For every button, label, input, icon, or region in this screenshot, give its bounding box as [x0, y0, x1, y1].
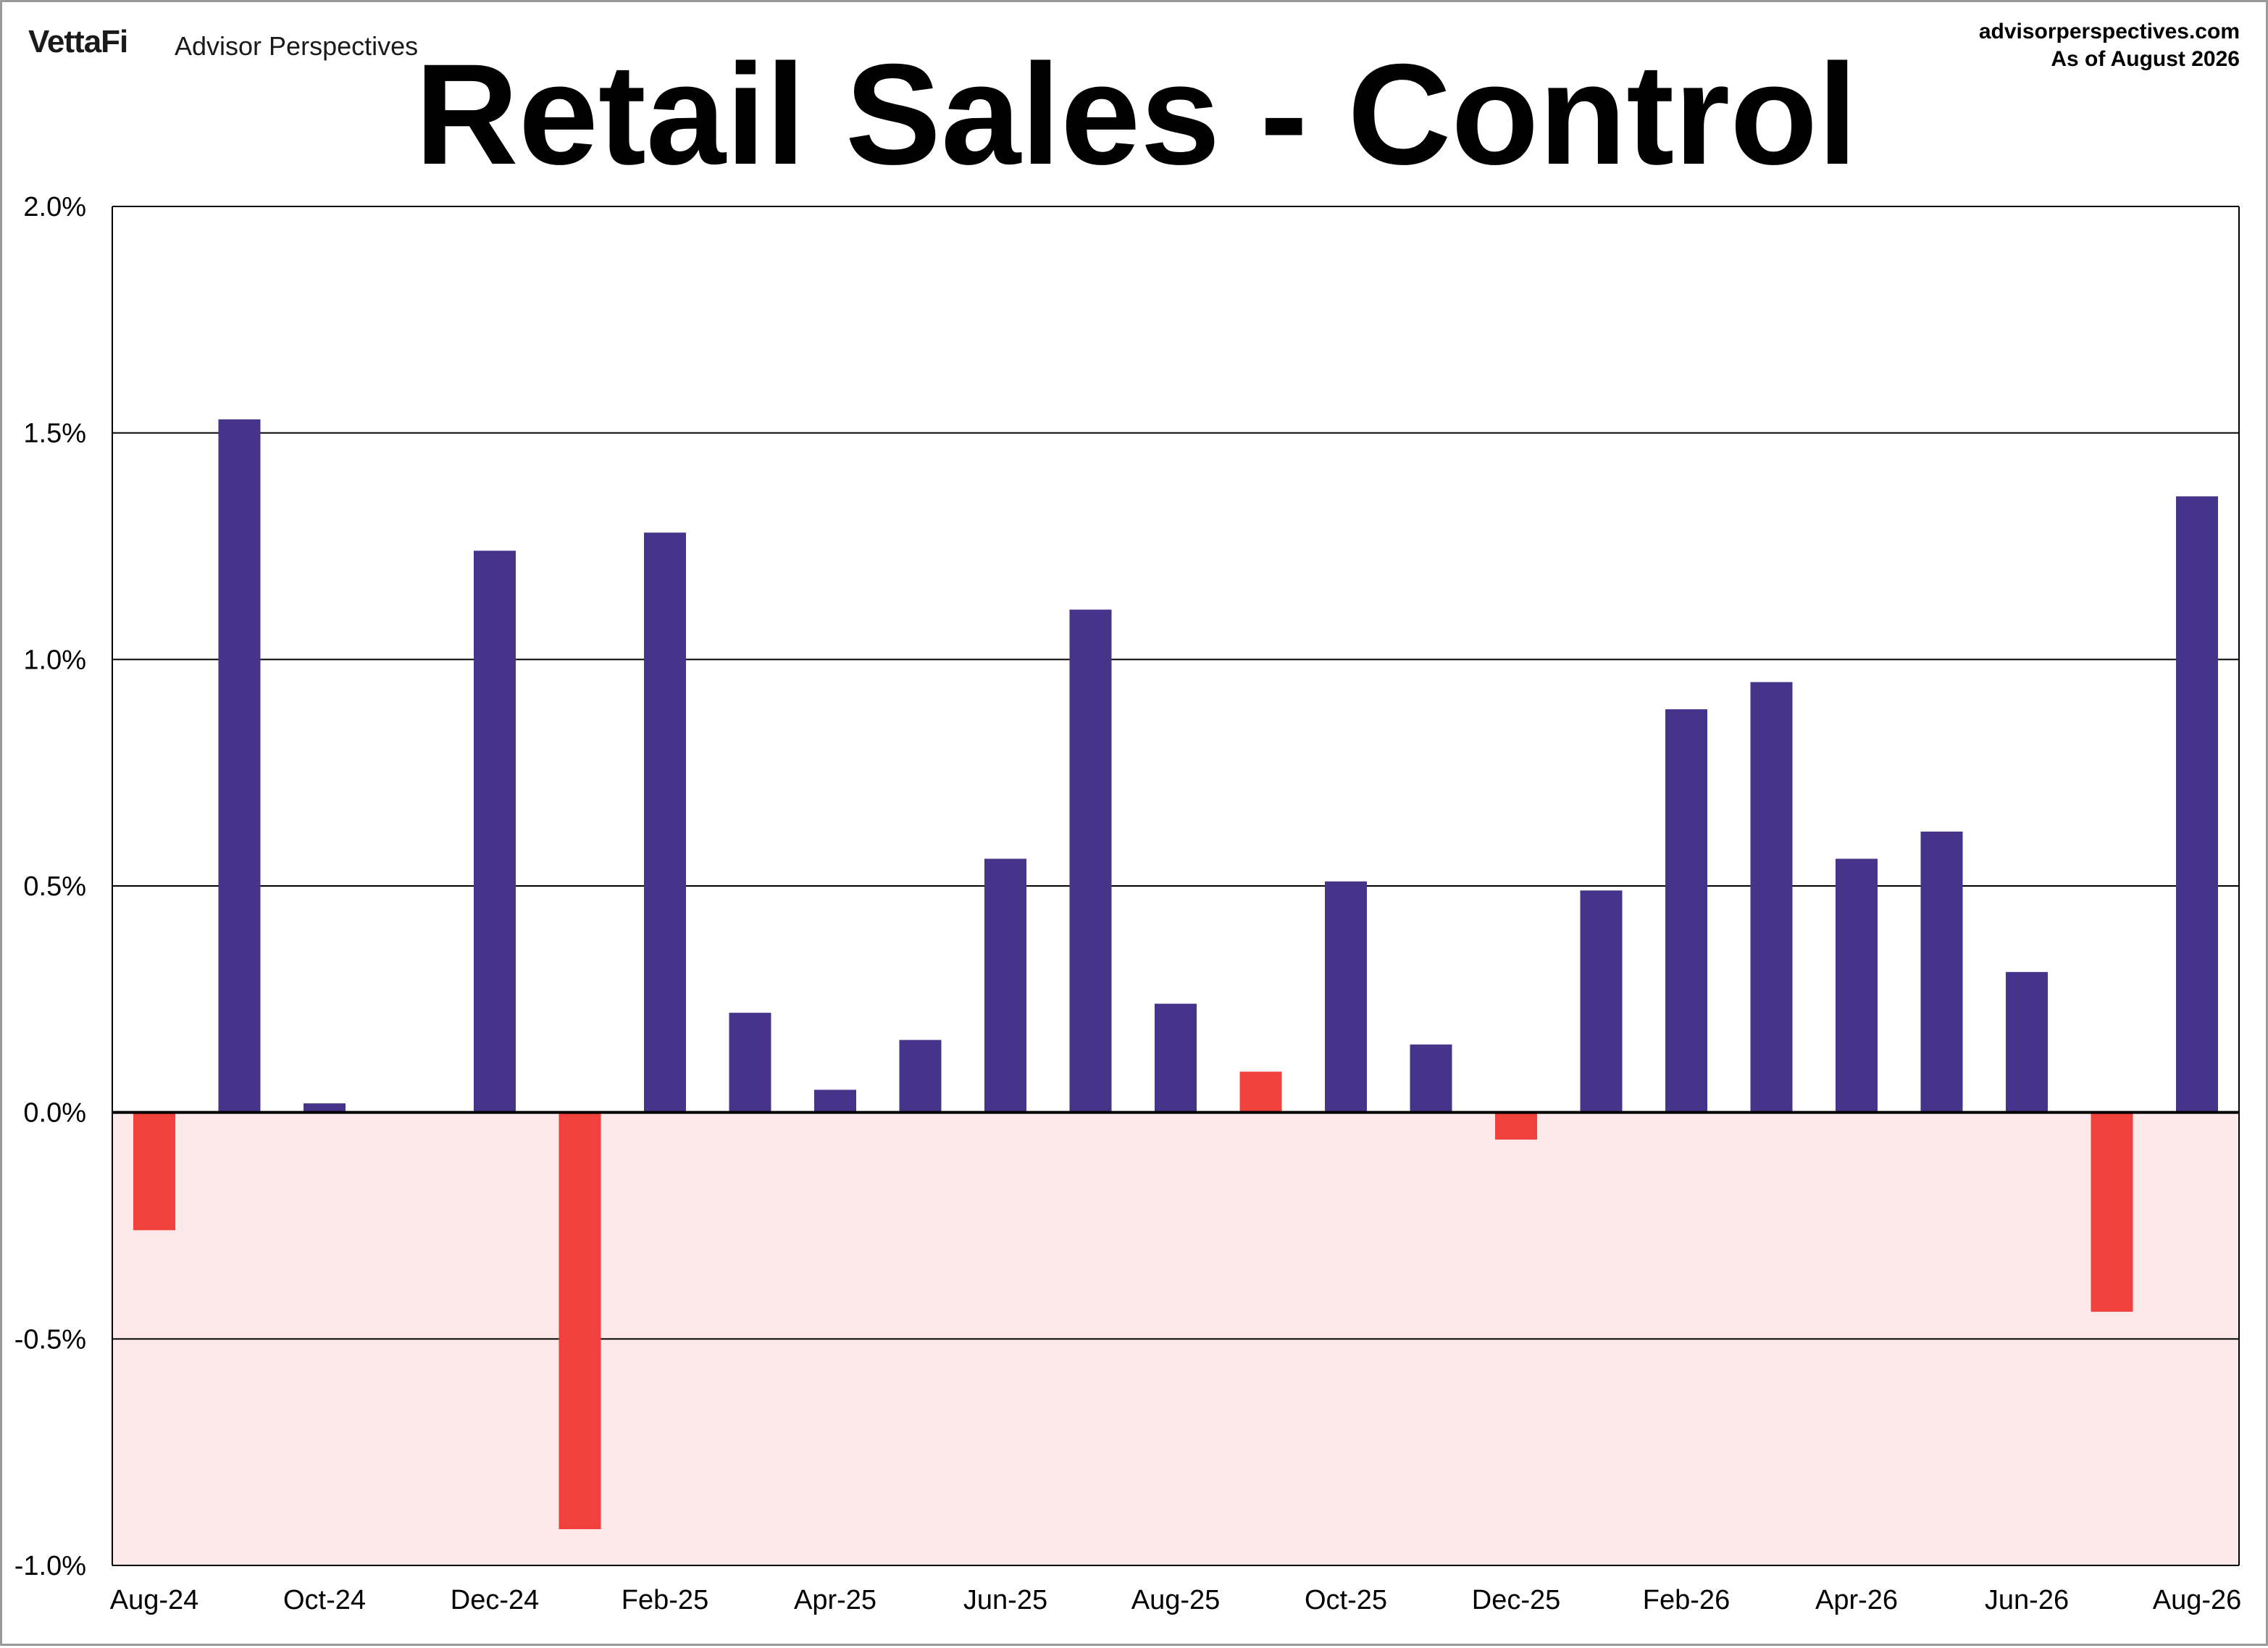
- x-tick-label: Dec-25: [1472, 1585, 1561, 1615]
- y-tick-label: 2.0%: [23, 192, 86, 222]
- bar-jul-25: [1069, 609, 1112, 1113]
- bar-jun-26: [2006, 971, 2048, 1113]
- bar-mar-26: [1750, 682, 1793, 1113]
- x-axis-labels: Aug-24 Oct-24 Dec-24 Feb-25 Apr-25 Jun-25 Aug-…: [110, 1585, 2242, 1615]
- x-tick-label: Apr-25: [794, 1585, 876, 1615]
- x-tick-label: Feb-25: [622, 1585, 708, 1615]
- bar-aug-25: [1155, 1003, 1197, 1113]
- bar-may-25: [899, 1040, 942, 1113]
- x-tick-label: Dec-24: [451, 1585, 540, 1615]
- bar-dec-25: [1495, 1112, 1537, 1140]
- bar-jul-26: [2091, 1112, 2133, 1312]
- as-of-date: As of August 2026: [2051, 47, 2240, 71]
- bar-feb-25: [644, 532, 686, 1113]
- bar-sep-24: [218, 419, 261, 1113]
- x-tick-label: Oct-25: [1305, 1585, 1387, 1615]
- bar-aug-26: [2176, 496, 2218, 1113]
- x-tick-label: Aug-25: [1131, 1585, 1221, 1615]
- x-tick-label: Aug-24: [110, 1585, 199, 1615]
- y-tick-label: 1.5%: [23, 419, 86, 449]
- bar-oct-24: [304, 1103, 346, 1113]
- y-axis-labels: 2.0% 1.5% 1.0% 0.5% 0.0% -0.5% -1.0%: [14, 192, 86, 1581]
- vettafi-logo: VettaFi: [28, 24, 128, 59]
- y-tick-label: 0.5%: [23, 871, 86, 902]
- bar-sep-25: [1239, 1071, 1282, 1113]
- bar-aug-24: [133, 1112, 175, 1231]
- bar-jan-26: [1580, 890, 1623, 1113]
- bar-oct-25: [1325, 881, 1367, 1113]
- bar-may-26: [1920, 831, 1963, 1113]
- x-tick-label: Aug-26: [2153, 1585, 2242, 1615]
- bar-apr-25: [814, 1089, 856, 1113]
- y-tick-label: -1.0%: [14, 1551, 86, 1581]
- y-tick-label: -0.5%: [14, 1324, 86, 1355]
- bar-jan-25: [558, 1112, 601, 1529]
- x-tick-label: Jun-25: [963, 1585, 1047, 1615]
- x-tick-label: Oct-24: [283, 1585, 366, 1615]
- bar-jun-25: [984, 858, 1026, 1113]
- x-tick-label: Apr-26: [1815, 1585, 1898, 1615]
- source-url: advisorperspectives.com: [1978, 20, 2240, 43]
- bar-feb-26: [1665, 709, 1707, 1113]
- y-tick-label: 1.0%: [23, 645, 86, 675]
- bar-dec-24: [474, 551, 516, 1113]
- y-tick-label: 0.0%: [23, 1098, 86, 1129]
- bar-apr-26: [1836, 858, 1878, 1113]
- source-block: advisorperspectives.com As of August 202…: [1979, 18, 2240, 73]
- bar-nov-25: [1410, 1044, 1452, 1113]
- publisher-name: Advisor Perspectives: [175, 31, 419, 61]
- x-tick-label: Jun-26: [1985, 1585, 2069, 1615]
- chart-title: Retail Sales - Control: [414, 34, 1858, 194]
- bar-mar-25: [729, 1013, 771, 1113]
- x-tick-label: Feb-26: [1643, 1585, 1730, 1615]
- bars: [133, 419, 2218, 1529]
